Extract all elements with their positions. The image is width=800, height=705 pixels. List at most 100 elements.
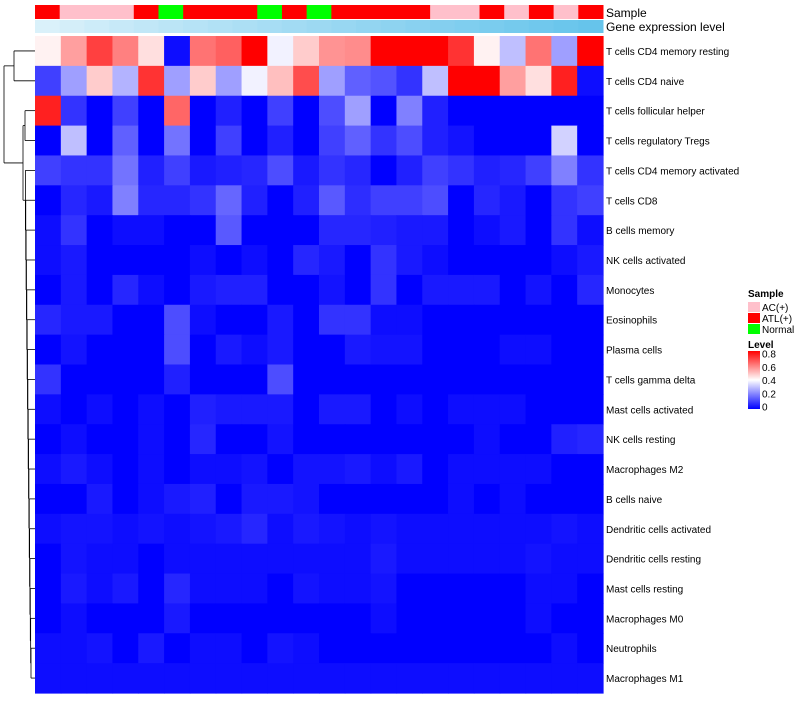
heatmap-cell — [422, 394, 449, 425]
heatmap-cell — [293, 394, 320, 425]
heatmap-cell — [138, 65, 165, 97]
legend-level-ticks: 0.8 0.6 0.4 0.2 0 — [762, 350, 776, 414]
heatmap-cell — [396, 454, 423, 485]
heatmap-cell — [448, 185, 475, 216]
heatmap-cell — [35, 155, 62, 186]
heatmap-cell — [35, 633, 62, 664]
heatmap-cell — [577, 95, 604, 127]
heatmap-cell — [319, 454, 346, 485]
heatmap-cell — [448, 454, 475, 485]
heatmap-cell — [370, 215, 398, 246]
heatmap-cell — [525, 125, 552, 157]
heatmap-cell — [422, 483, 449, 515]
heatmap-cell — [112, 454, 139, 485]
heatmap-cell — [189, 454, 217, 485]
heatmap-cell — [86, 573, 114, 605]
expression-band-cell — [553, 20, 579, 33]
heatmap-cell — [241, 603, 268, 634]
heatmap-cell — [577, 394, 604, 425]
heatmap-cell — [525, 633, 552, 664]
heatmap-cell — [112, 663, 139, 694]
heatmap-cell — [319, 573, 346, 605]
legend-swatch — [748, 302, 760, 312]
heatmap-cell — [215, 215, 243, 246]
legend-entry-label: ATL(+) — [762, 314, 792, 325]
heatmap-cell — [525, 573, 552, 605]
heatmap-cell — [422, 215, 449, 246]
heatmap-cell — [112, 304, 139, 336]
heatmap-cell — [138, 454, 165, 485]
heatmap-cell — [86, 483, 114, 515]
row-label: B cells naive — [606, 495, 663, 506]
heatmap-cell — [319, 394, 346, 425]
expression-band-cell — [306, 20, 332, 33]
heatmap-cell — [344, 454, 372, 485]
heatmap-cell — [344, 215, 372, 246]
heatmap-cell — [138, 245, 165, 276]
heatmap-cell — [164, 603, 191, 634]
heatmap-cell — [422, 304, 449, 336]
heatmap-cell — [293, 125, 320, 157]
heatmap-cell — [370, 245, 398, 276]
heatmap-cell — [499, 454, 527, 485]
heatmap-cell — [577, 334, 604, 366]
heatmap-cell — [60, 483, 88, 515]
heatmap-cell — [370, 334, 398, 366]
heatmap-cell — [86, 603, 114, 634]
heatmap-cell — [396, 304, 423, 336]
heatmap-cell — [525, 603, 552, 634]
heatmap-cell — [370, 304, 398, 336]
heatmap-cell — [370, 603, 398, 634]
heatmap-cell — [499, 334, 527, 366]
heatmap-cell — [241, 663, 268, 694]
heatmap-cell — [215, 36, 243, 67]
heatmap-cell — [60, 633, 88, 664]
heatmap-cell — [396, 245, 423, 276]
heatmap-cell — [267, 543, 294, 575]
heatmap-cell — [473, 185, 501, 216]
expression-band-cell — [35, 20, 61, 33]
heatmap-cell — [138, 95, 165, 127]
heatmap-cell — [551, 394, 578, 425]
heatmap-cell — [215, 424, 243, 455]
heatmap-cell — [189, 394, 217, 425]
heatmap-cell — [189, 334, 217, 366]
heatmap-cell — [86, 155, 114, 186]
heatmap-cell — [344, 36, 372, 67]
heatmap-cell — [241, 36, 268, 67]
heatmap-cell — [60, 125, 88, 157]
heatmap-cell — [293, 215, 320, 246]
row-label: T cells CD8 — [606, 196, 658, 207]
heatmap-cell — [215, 573, 243, 605]
sample-annotation-cell — [158, 5, 184, 19]
heatmap-cell — [35, 543, 62, 575]
heatmap-cell — [344, 95, 372, 127]
heatmap-cell — [267, 245, 294, 276]
heatmap-cell — [344, 334, 372, 366]
heatmap-cell — [164, 95, 191, 127]
heatmap-cell — [215, 245, 243, 276]
heatmap-cell — [499, 364, 527, 395]
heatmap-cell — [473, 304, 501, 336]
row-label: Monocytes — [606, 286, 654, 297]
heatmap-cell — [525, 394, 552, 425]
heatmap-cell — [138, 663, 165, 694]
heatmap-cell — [35, 454, 62, 485]
heatmap-cell — [241, 65, 268, 97]
heatmap-cell — [551, 215, 578, 246]
heatmap-cell — [215, 155, 243, 186]
heatmap-cell — [396, 274, 423, 306]
heatmap-cell — [473, 663, 501, 694]
heatmap-cell — [448, 36, 475, 67]
legend-level-tick: 0.8 — [762, 350, 776, 361]
heatmap-cell — [35, 513, 62, 545]
heatmap-cell — [577, 663, 604, 694]
heatmap-cell — [138, 364, 165, 395]
heatmap-cell — [319, 36, 346, 67]
heatmap-cell — [319, 334, 346, 366]
heatmap-cell — [164, 364, 191, 395]
heatmap-cell — [370, 364, 398, 395]
heatmap-cell — [473, 394, 501, 425]
heatmap-cell — [86, 95, 114, 127]
heatmap-cell — [60, 245, 88, 276]
